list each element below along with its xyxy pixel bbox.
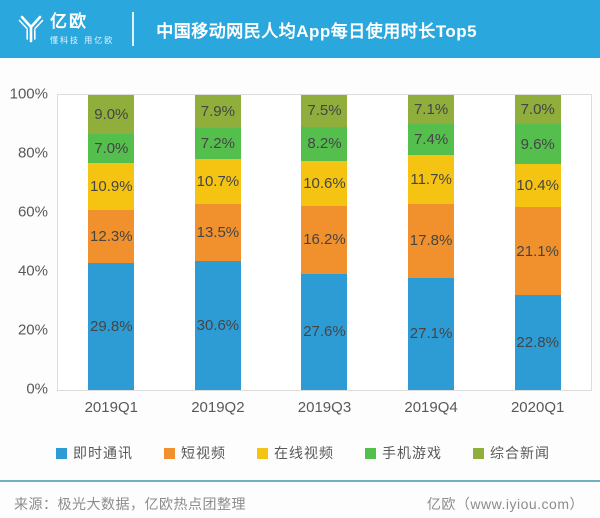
bar-segment: 7.5% xyxy=(301,95,348,127)
bar-segment: 10.9% xyxy=(88,163,135,211)
legend: 即时通讯 短视频 在线视频 手机游戏 综合新闻 xyxy=(56,443,550,463)
bar-segment: 7.2% xyxy=(194,128,241,159)
y-axis-tick-label: 80% xyxy=(17,144,48,162)
bar-segment: 12.3% xyxy=(88,210,135,263)
y-axis-tick-label: 60% xyxy=(17,203,48,221)
bar-2019Q1: 29.8% 12.3% 10.9% 7.0% 9.0% xyxy=(88,95,135,390)
legend-label: 综合新闻 xyxy=(490,445,550,461)
y-axis: 0% 20% 40% 60% 80% 100% xyxy=(0,86,57,398)
bar-segment: 10.6% xyxy=(301,161,348,206)
footer-divider xyxy=(0,480,600,482)
stacked-bar-chart: 0% 20% 40% 60% 80% 100% 29.8% 12.3% 10.9% 7.0% 9.… xyxy=(0,86,600,463)
legend-item: 短视频 xyxy=(164,443,226,463)
header-divider xyxy=(132,12,135,46)
source-note: 来源：极光大数据，亿欧热点团整理 xyxy=(14,496,246,512)
x-axis-label: 2019Q2 xyxy=(191,399,245,416)
bar-2019Q2: 30.6% 13.5% 10.7% 7.2% 7.9% xyxy=(194,95,241,390)
legend-swatch xyxy=(257,447,268,459)
legend-swatch xyxy=(365,447,376,459)
bar-segment: 10.7% xyxy=(194,158,241,204)
bar-segment: 11.7% xyxy=(408,155,455,204)
yiou-logo-icon xyxy=(18,15,44,43)
y-axis-tick-label: 100% xyxy=(9,85,48,103)
page-title: 中国移动网民人均App每日使用时长Top5 xyxy=(156,21,478,41)
bar-segment: 16.2% xyxy=(301,205,348,274)
bar-segment: 17.8% xyxy=(408,203,455,278)
site-credit: 亿欧（www.iyiou.com） xyxy=(426,496,584,512)
x-axis-label: 2019Q4 xyxy=(404,399,458,416)
bar-2020Q1: 22.8% 21.1% 10.4% 9.6% 7.0% xyxy=(514,95,561,390)
legend-label: 在线视频 xyxy=(274,445,334,461)
legend-item: 手机游戏 xyxy=(365,443,442,463)
y-axis-tick-label: 20% xyxy=(17,321,48,339)
y-axis-tick-label: 0% xyxy=(26,380,48,398)
bar-segment: 9.0% xyxy=(88,95,135,134)
x-axis-label: 2019Q3 xyxy=(297,399,352,416)
legend-swatch xyxy=(164,447,175,459)
logo-text: 亿欧 xyxy=(50,11,88,31)
bar-segment: 21.1% xyxy=(514,207,561,296)
legend-label: 即时通讯 xyxy=(73,445,133,461)
brand-logo: 亿欧 懂科技 用亿欧 xyxy=(16,11,115,46)
legend-label: 短视频 xyxy=(181,445,226,461)
header: 亿欧 懂科技 用亿欧 中国移动网民人均App每日使用时长Top5 xyxy=(0,0,600,58)
bar-segment: 7.9% xyxy=(194,95,241,129)
bar-segment: 7.1% xyxy=(408,95,455,125)
y-axis-tick-label: 40% xyxy=(17,262,48,280)
x-axis: 2019Q1 2019Q2 2019Q3 2019Q4 2020Q1 xyxy=(58,399,592,416)
legend-swatch xyxy=(56,447,67,459)
x-axis-label: 2019Q1 xyxy=(84,399,138,416)
bar-segment: 9.6% xyxy=(514,124,561,165)
bar-2019Q4: 27.1% 17.8% 11.7% 7.4% 7.1% xyxy=(408,95,455,390)
bar-segment: 10.4% xyxy=(514,164,561,208)
bar-segment: 27.1% xyxy=(408,277,455,390)
legend-label: 手机游戏 xyxy=(382,445,442,461)
legend-item: 综合新闻 xyxy=(473,443,550,463)
legend-swatch xyxy=(473,447,484,459)
bar-segment: 27.6% xyxy=(301,273,348,390)
bar-2019Q3: 27.6% 16.2% 10.6% 8.2% 7.5% xyxy=(301,95,348,390)
logo-tagline: 懂科技 用亿欧 xyxy=(50,35,115,45)
bar-segment: 8.2% xyxy=(301,126,348,162)
bar-segment: 7.0% xyxy=(88,133,135,164)
bar-segment: 7.4% xyxy=(408,124,455,156)
footer: 来源：极光大数据，亿欧热点团整理 亿欧（www.iyiou.com） xyxy=(0,482,600,514)
bar-segment: 30.6% xyxy=(194,260,241,390)
legend-item: 即时通讯 xyxy=(56,443,133,463)
plot-area: 29.8% 12.3% 10.9% 7.0% 9.0% 30.6% 13.5% 10.7% 7.… xyxy=(57,94,592,391)
bar-segment: 7.0% xyxy=(514,95,561,125)
bar-segment: 22.8% xyxy=(514,295,561,390)
x-axis-label: 2020Q1 xyxy=(510,399,565,416)
bar-segment: 13.5% xyxy=(194,203,241,261)
legend-item: 在线视频 xyxy=(257,443,334,463)
bar-segment: 29.8% xyxy=(88,262,135,390)
